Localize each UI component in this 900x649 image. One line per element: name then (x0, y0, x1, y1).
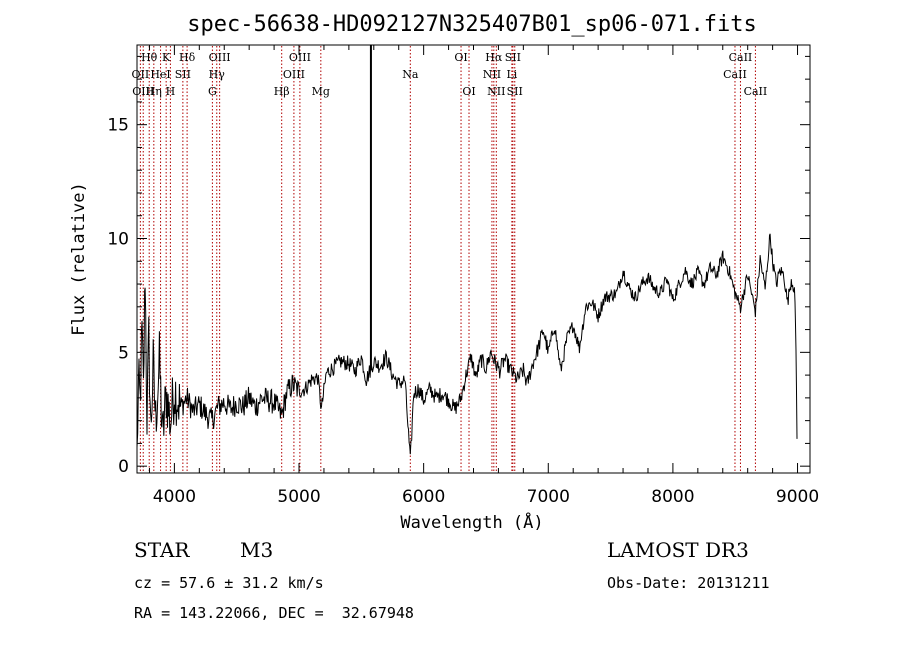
line-label-21: NII (483, 68, 501, 81)
chart-title: spec-56638-HD092127N325407B01_sp06-071.f… (187, 12, 757, 37)
observation-date: Obs-Date: 20131211 (607, 574, 770, 592)
line-label-1: OII (132, 68, 150, 81)
line-label-16: Na (402, 68, 419, 81)
x-tick-label-9000: 9000 (776, 487, 819, 507)
spectrum-layer (136, 45, 798, 455)
x-axis-ticks: 4000 5000 6000 7000 8000 9000 (148, 45, 819, 507)
line-label-3: K (162, 51, 171, 64)
line-label-22: Li (506, 68, 517, 81)
line-label-12: Hβ (274, 85, 290, 98)
line-label-25: CaII (729, 51, 753, 64)
line-label-19: Hα (485, 51, 503, 64)
y-tick-label-15: 15 (107, 116, 129, 136)
coordinates: RA = 143.22066, DEC = 32.67948 (134, 604, 414, 622)
line-label-2: OIII (132, 85, 154, 98)
line-label-10: Hγ (209, 68, 226, 81)
x-tick-label-7000: 7000 (527, 487, 570, 507)
line-label-18: OI (462, 85, 475, 98)
redshift-cz: cz = 57.6 ± 31.2 km/s (134, 574, 324, 592)
line-label-27: CaII (744, 85, 768, 98)
line-label-6: SII (175, 68, 191, 81)
y-tick-label-10: 10 (107, 230, 129, 250)
x-axis-label: Wavelength (Å) (400, 511, 543, 533)
x-tick-label-8000: 8000 (651, 487, 694, 507)
line-label-7: H (166, 85, 176, 98)
line-label-20: SII (505, 51, 521, 64)
survey-name: LAMOST DR3 (607, 538, 749, 562)
spectral-line-labels: Hθ OII OIII K HeI Hη SII H Hδ OIII Hγ G Hβ OIII OIII Mg… (132, 51, 768, 98)
line-label-0: Hθ (141, 51, 158, 64)
y-tick-label-5: 5 (118, 343, 129, 363)
line-label-5: Hη (146, 85, 162, 98)
object-class: STAR (134, 538, 190, 562)
y-axis-ticks: 0 5 10 15 (107, 55, 810, 477)
line-label-14: OIII (283, 68, 305, 81)
line-label-23: NII (487, 85, 505, 98)
line-label-15: Mg (312, 85, 330, 98)
object-subclass: M3 (240, 538, 274, 562)
x-tick-label-6000: 6000 (402, 487, 445, 507)
x-tick-label-5000: 5000 (277, 487, 320, 507)
line-label-17: OI (454, 51, 467, 64)
line-label-26: CaII (723, 68, 747, 81)
plot-frame (136, 44, 811, 474)
spectral-line-markers (139, 46, 756, 472)
y-tick-label-0: 0 (118, 457, 129, 477)
line-label-24: SII (507, 85, 523, 98)
spectrum-line (136, 233, 798, 455)
line-label-11: G (208, 85, 217, 98)
y-axis-label: Flux (relative) (69, 182, 89, 336)
line-label-4: HeI (150, 68, 170, 81)
line-label-13: OIII (289, 51, 311, 64)
line-label-9: OIII (209, 51, 231, 64)
x-tick-label-4000: 4000 (153, 487, 196, 507)
line-label-8: Hδ (179, 51, 196, 64)
